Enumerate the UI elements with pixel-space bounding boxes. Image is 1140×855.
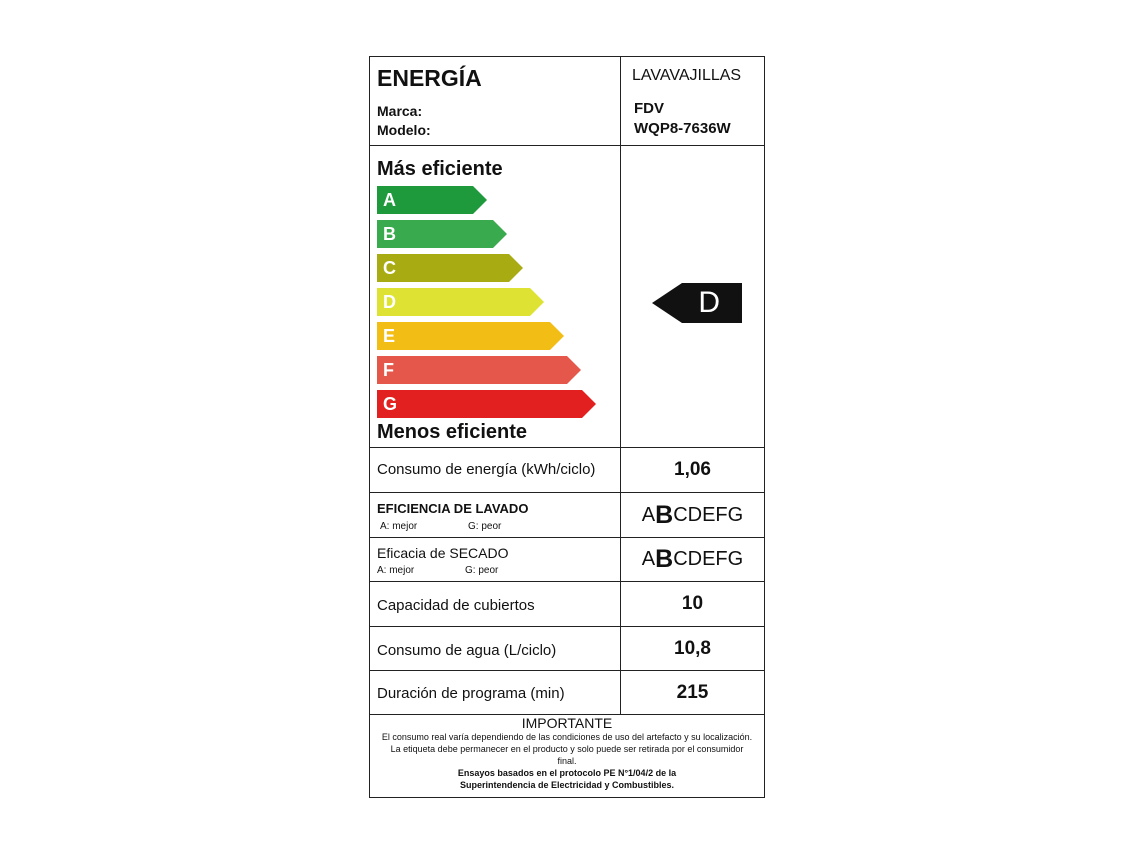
label-header: ENERGÍA Marca: Modelo: LAVAVAJILLAS FDV … xyxy=(370,57,764,146)
energy-consumption-row: Consumo de energía (kWh/ciclo) 1,06 xyxy=(370,448,764,493)
class-arrow-b: B xyxy=(377,220,507,248)
water-consumption-label: Consumo de agua (L/ciclo) xyxy=(377,642,557,659)
drying-efficiency-scale: A B CDEFG xyxy=(641,545,744,573)
label-title: ENERGÍA xyxy=(377,65,482,91)
least-efficient-label: Menos eficiente xyxy=(377,421,528,443)
class-arrow-e: E xyxy=(377,322,564,350)
drying-efficiency-label: Eficacia de SECADO xyxy=(377,545,509,561)
water-consumption-row: Consumo de agua (L/ciclo) 10,8 xyxy=(370,627,764,671)
class-arrow-a: A xyxy=(377,186,487,214)
important-text: El consumo real varía dependiendo de las… xyxy=(381,732,753,766)
important-title: IMPORTANTE xyxy=(521,715,613,731)
class-arrow-d: D xyxy=(377,288,544,316)
worst-note: G: peor xyxy=(465,565,499,576)
program-duration-value: 215 xyxy=(676,681,709,703)
program-duration-label: Duración de programa (min) xyxy=(377,685,565,702)
class-arrow-c: C xyxy=(377,254,523,282)
capacity-value: 10 xyxy=(681,593,704,614)
energy-label: ENERGÍA Marca: Modelo: LAVAVAJILLAS FDV … xyxy=(369,56,765,798)
capacity-row: Capacidad de cubiertos 10 xyxy=(370,582,764,627)
brand-label: Marca: xyxy=(377,103,423,119)
energy-consumption-label: Consumo de energía (kWh/ciclo) xyxy=(377,461,596,478)
best-note: A: mejor xyxy=(380,521,418,532)
brand-value: FDV xyxy=(634,100,664,117)
water-consumption-value: 10,8 xyxy=(674,637,711,659)
class-arrow-g: G xyxy=(377,390,596,418)
capacity-label: Capacidad de cubiertos xyxy=(377,597,535,614)
drying-efficiency-row: Eficacia de SECADO A: mejor G: peor A B CD… xyxy=(370,538,764,582)
energy-consumption-value: 1,06 xyxy=(674,459,711,480)
worst-note: G: peor xyxy=(468,521,502,532)
program-duration-row: Duración de programa (min) 215 xyxy=(370,671,764,715)
class-arrow-f: F xyxy=(377,356,581,384)
best-note: A: mejor xyxy=(377,565,415,576)
washing-efficiency-label: EFICIENCIA DE LAVADO xyxy=(377,501,529,516)
rating-indicator: D xyxy=(652,283,742,323)
most-efficient-label: Más eficiente xyxy=(377,158,503,180)
model-label: Modelo: xyxy=(377,122,431,138)
washing-efficiency-scale: A B CDEFG xyxy=(641,500,744,529)
appliance-type: LAVAVAJILLAS xyxy=(632,67,742,84)
model-value: WQP8-7636W xyxy=(634,120,731,137)
important-notice: IMPORTANTE El consumo real varía dependi… xyxy=(376,716,758,791)
important-protocol: Ensayos basados en el protocolo PE N°1/0… xyxy=(457,768,677,790)
